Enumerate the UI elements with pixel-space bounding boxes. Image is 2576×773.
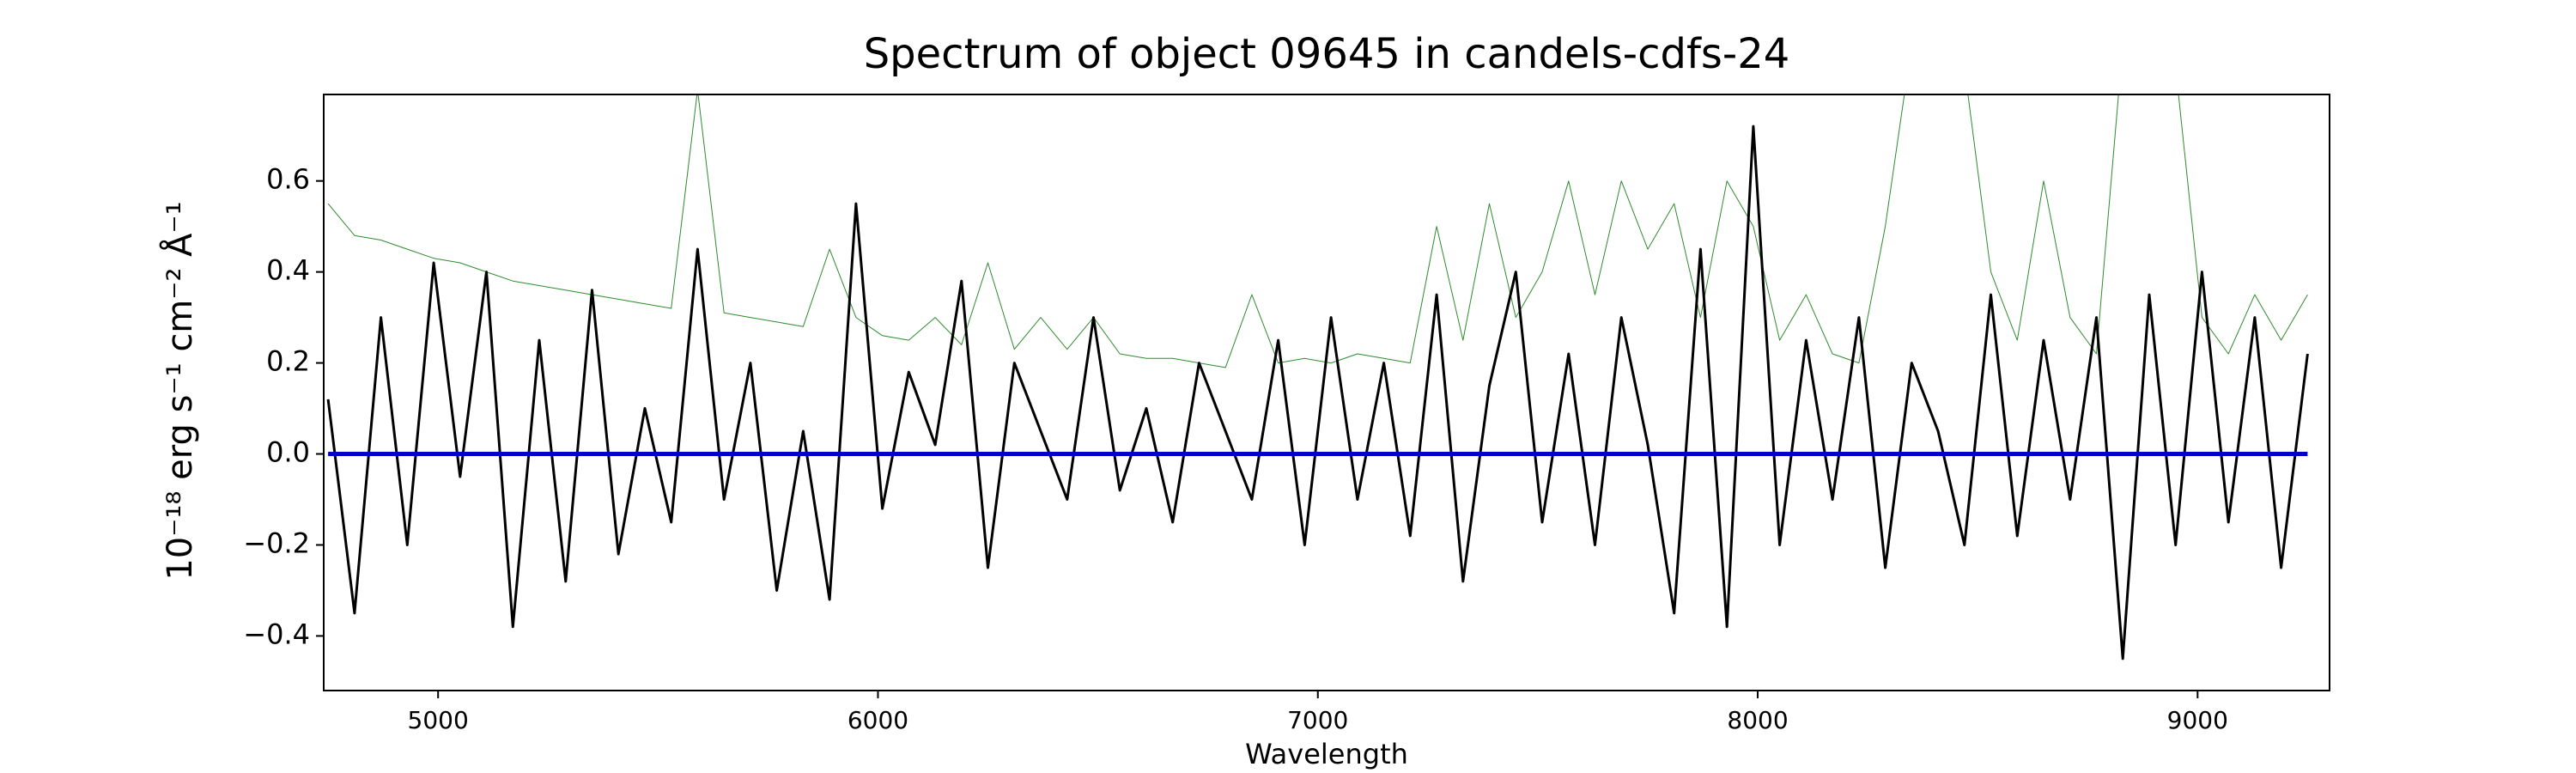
series-line: [327, 94, 2308, 368]
x-tick-label: 6000: [848, 706, 908, 734]
x-tick-label: 5000: [408, 706, 469, 734]
x-tick-label: 7000: [1287, 706, 1348, 734]
y-tick-label: −0.4: [243, 618, 310, 650]
y-tick-label: −0.2: [243, 526, 310, 559]
plot-area: [326, 94, 2309, 660]
y-tick-label: 0.2: [266, 345, 310, 378]
series-line: [326, 125, 2309, 660]
chart-title: Spectrum of object 09645 in candels-cdfs…: [864, 30, 1790, 78]
y-tick-label: 0.6: [266, 163, 310, 196]
y-tick-label: 0.0: [266, 436, 310, 469]
x-axis-label: Wavelength: [1245, 738, 1408, 770]
x-tick-label: 9000: [2167, 706, 2228, 734]
axes-frame: [323, 94, 2330, 691]
y-axis-label: 10⁻¹⁸ erg s⁻¹ cm⁻² Å⁻¹: [159, 201, 200, 580]
x-tick-label: 8000: [1727, 706, 1788, 734]
y-tick-label: 0.4: [266, 254, 310, 287]
